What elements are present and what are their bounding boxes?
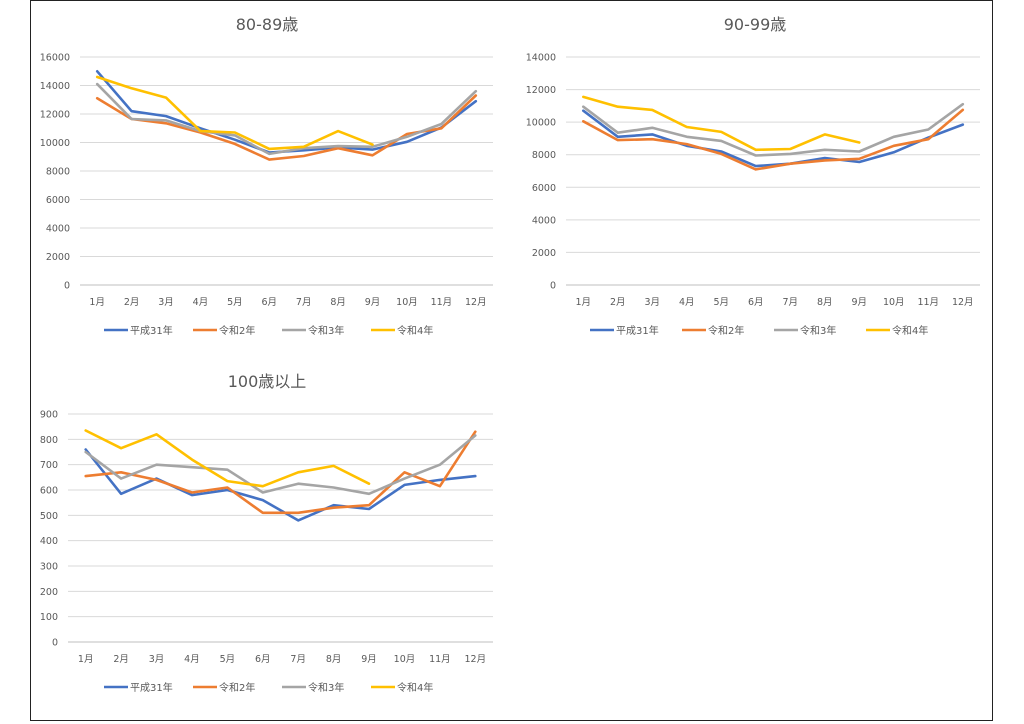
legend-label: 平成31年 (130, 324, 173, 337)
x-tick-label: 12月 (464, 654, 486, 665)
x-tick-label: 3月 (149, 654, 165, 665)
x-tick-label: 7月 (296, 297, 312, 308)
y-tick-label: 6000 (532, 183, 556, 194)
y-tick-label: 400 (40, 536, 58, 547)
chart-100-plus: 100歳以上 0 100 200 300 400 500 600 700 800 900 1月 2月 3月… (0, 0, 510, 710)
y-tick-label: 8000 (46, 167, 70, 178)
chart-title: 100歳以上 (228, 372, 307, 391)
legend-label: 令和4年 (397, 681, 433, 694)
x-tick-label: 9月 (365, 297, 381, 308)
series-line (84, 430, 477, 515)
y-tick-label: 800 (40, 435, 58, 446)
series-line (84, 434, 477, 496)
x-tick-label: 11月 (431, 297, 453, 308)
y-tick-label: 10000 (526, 118, 556, 129)
x-tick-label: 12月 (465, 297, 487, 308)
y-tick-label: 100 (40, 612, 58, 623)
x-tick-label: 2月 (610, 297, 626, 308)
chart-title: 80-89歳 (236, 15, 299, 34)
legend-label: 令和2年 (219, 324, 255, 337)
x-tick-label: 8月 (817, 297, 833, 308)
x-tick-label: 9月 (361, 654, 377, 665)
y-tick-label: 2000 (46, 252, 70, 263)
x-tick-label: 6月 (255, 654, 271, 665)
y-tick-label: 600 (40, 486, 58, 497)
legend-label: 平成31年 (616, 324, 659, 337)
chart-90-99: 90-99歳 0 2000 4000 6000 8000 10000 12000 14000 1月… (0, 0, 1000, 350)
x-tick-label: 9月 (851, 297, 867, 308)
y-tick-label: 500 (40, 511, 58, 522)
x-tick-label: 2月 (113, 654, 129, 665)
x-tick-label: 8月 (326, 654, 342, 665)
legend-label: 令和2年 (708, 324, 744, 337)
x-tick-label: 3月 (158, 297, 174, 308)
legend-label: 平成31年 (130, 681, 173, 694)
chart-svg: 90-99歳 0 2000 4000 6000 8000 10000 12000 14000 1月… (526, 15, 980, 337)
x-tick-label: 1月 (575, 297, 591, 308)
x-tick-label: 11月 (917, 297, 939, 308)
x-tick-label: 3月 (644, 297, 660, 308)
x-tick-label: 5月 (713, 297, 729, 308)
x-tick-label: 4月 (184, 654, 200, 665)
x-tick-label: 4月 (679, 297, 695, 308)
series-line (95, 82, 478, 156)
y-tick-label: 0 (64, 281, 70, 292)
chart-80-89: 80-89歳 0 2000 4000 6000 8000 10000 12000 14000 16… (0, 0, 510, 350)
x-tick-label: 10月 (396, 297, 418, 308)
x-tick-label: 10月 (394, 654, 416, 665)
y-tick-label: 8000 (532, 150, 556, 161)
y-tick-label: 6000 (46, 195, 70, 206)
y-tick-label: 12000 (526, 85, 556, 96)
x-tick-label: 1月 (89, 297, 105, 308)
y-tick-label: 14000 (40, 81, 70, 92)
x-tick-label: 8月 (330, 297, 346, 308)
y-tick-label: 2000 (532, 248, 556, 259)
x-tick-label: 7月 (782, 297, 798, 308)
y-tick-label: 700 (40, 460, 58, 471)
legend-label: 令和4年 (892, 324, 928, 337)
x-tick-label: 7月 (290, 654, 306, 665)
legend-label: 令和4年 (397, 324, 433, 337)
legend-label: 令和3年 (800, 324, 836, 337)
series-line (84, 448, 477, 522)
y-tick-label: 0 (52, 638, 58, 649)
series-line (581, 108, 965, 171)
legend-label: 令和3年 (308, 324, 344, 337)
x-tick-label: 2月 (124, 297, 140, 308)
x-tick-label: 6月 (748, 297, 764, 308)
y-tick-label: 0 (550, 281, 556, 292)
y-tick-label: 4000 (46, 224, 70, 235)
chart-svg: 80-89歳 0 2000 4000 6000 8000 10000 12000 14000 16… (40, 15, 493, 337)
y-tick-label: 10000 (40, 138, 70, 149)
y-tick-label: 12000 (40, 110, 70, 121)
legend-label: 令和3年 (308, 681, 344, 694)
x-tick-label: 5月 (227, 297, 243, 308)
y-tick-label: 900 (40, 410, 58, 421)
series-line (95, 94, 478, 161)
x-tick-label: 10月 (883, 297, 905, 308)
series-line (581, 102, 965, 157)
x-tick-label: 12月 (952, 297, 974, 308)
y-tick-label: 14000 (526, 53, 556, 64)
x-tick-label: 4月 (193, 297, 209, 308)
page-frame (30, 0, 993, 721)
y-tick-label: 200 (40, 587, 58, 598)
y-tick-label: 16000 (40, 53, 70, 64)
x-tick-label: 6月 (262, 297, 278, 308)
chart-svg: 100歳以上 0 100 200 300 400 500 600 700 800 900 1月 2月 3月… (40, 372, 493, 694)
y-tick-label: 4000 (532, 215, 556, 226)
x-tick-label: 5月 (220, 654, 236, 665)
series-line (581, 95, 861, 152)
chart-title: 90-99歳 (724, 15, 787, 34)
series-line (95, 75, 374, 151)
series-line (581, 109, 965, 168)
y-tick-label: 300 (40, 562, 58, 573)
x-tick-label: 1月 (78, 654, 94, 665)
series-line (84, 429, 371, 488)
x-tick-label: 11月 (429, 654, 451, 665)
legend-label: 令和2年 (219, 681, 255, 694)
